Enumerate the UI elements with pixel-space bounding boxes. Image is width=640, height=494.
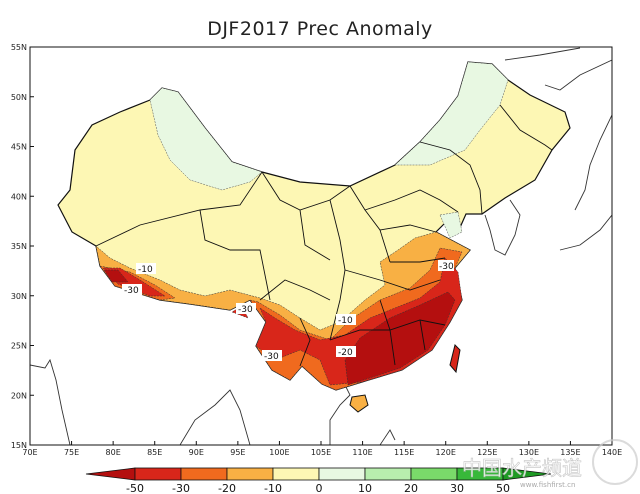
lon-tick-label: 125E: [477, 448, 497, 457]
province-boundaries: [95, 104, 553, 367]
colorbar-label: -30: [172, 482, 190, 494]
colorbar-bin: [272, 467, 320, 481]
lon-tick-label: 100E: [269, 448, 289, 457]
contour-label: -10: [338, 316, 353, 326]
colorbar-label: 0: [316, 482, 323, 494]
longitude-axis: 70E 75E 80E 85E 90E 95E 100E 105E 110E 115E 120E 12…: [22, 441, 622, 457]
watermark: 中国水产频道 www.fishfirst.cn: [462, 439, 638, 489]
colorbar-bin: [410, 467, 458, 481]
watermark-url: www.fishfirst.cn: [520, 481, 575, 489]
region-green-liaoning: [439, 211, 463, 239]
contour-label: -10: [138, 265, 153, 275]
colorbar-lower-extend: [85, 467, 136, 481]
region-green-northeast: [394, 61, 509, 166]
region-taiwan: [449, 344, 461, 374]
lat-tick-label: 45N: [11, 143, 27, 152]
contour-label: -30: [238, 305, 253, 315]
colorbar-upper-extend: [502, 467, 552, 481]
lon-tick-label: 110E: [352, 448, 372, 457]
colorbar-label: 20: [404, 482, 418, 494]
colorbar-bin: [318, 467, 366, 481]
lat-tick-label: 40N: [11, 192, 27, 201]
colorbar-bin: [134, 467, 182, 481]
lon-tick-label: 75E: [64, 448, 79, 457]
lat-tick-label: 50N: [11, 93, 27, 102]
lon-tick-label: 70E: [22, 448, 37, 457]
lat-tick-label: 20N: [11, 391, 27, 400]
colorbar-label: 30: [450, 482, 464, 494]
lon-tick-label: 85E: [147, 448, 162, 457]
lon-tick-label: 115E: [394, 448, 414, 457]
colorbar-bin: [180, 467, 228, 481]
watermark-text: 中国水产频道: [462, 456, 582, 480]
colorbar-label: -50: [126, 482, 144, 494]
lat-tick-label: 25N: [11, 342, 27, 351]
contour-label: -30: [439, 262, 454, 272]
colorbar-label: -20: [218, 482, 236, 494]
colorbar-bin: [226, 467, 274, 481]
contour-label: -30: [264, 352, 279, 362]
lon-tick-label: 90E: [189, 448, 204, 457]
region-dark-red: [103, 269, 456, 386]
chart-title: DJF2017 Prec Anomaly: [207, 18, 433, 40]
contour-labels: -10 -30 -30 -10 -20 -30 -30: [122, 260, 454, 362]
lon-tick-label: 130E: [519, 448, 539, 457]
region-hainan: [349, 394, 369, 413]
colorbar-label: -10: [264, 482, 282, 494]
lat-tick-label: 35N: [11, 242, 27, 251]
lon-tick-label: 140E: [602, 448, 622, 457]
lon-tick-label: 80E: [106, 448, 121, 457]
contour-label: -20: [338, 348, 353, 358]
contour-label: -30: [124, 286, 139, 296]
colorbar: -50 -30 -20 -10 0 10 20 30 50: [85, 467, 552, 494]
lat-tick-label: 55N: [11, 43, 27, 52]
latitude-axis: 15N 20N 25N 30N 35N 40N 45N 50N 55N: [11, 43, 34, 450]
neighbor-coastlines: [30, 47, 612, 445]
lat-tick-label: 30N: [11, 292, 27, 301]
lon-tick-label: 105E: [311, 448, 331, 457]
lon-tick-label: 95E: [230, 448, 245, 457]
lon-tick-label: 135E: [560, 448, 580, 457]
colorbar-bin: [364, 467, 412, 481]
lat-tick-label: 15N: [11, 441, 27, 450]
colorbar-label: 50: [496, 482, 510, 494]
lon-tick-label: 120E: [436, 448, 456, 457]
colorbar-label: 10: [358, 482, 372, 494]
